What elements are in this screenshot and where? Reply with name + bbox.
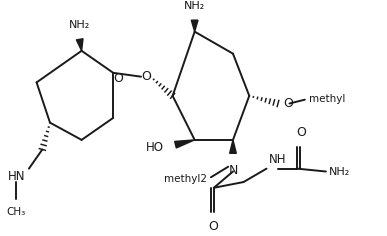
Text: methyl: methyl	[309, 94, 345, 104]
Polygon shape	[229, 140, 236, 153]
Text: methyl2: methyl2	[164, 174, 207, 184]
Text: HO: HO	[146, 141, 164, 154]
Text: O: O	[284, 97, 294, 110]
Text: NH₂: NH₂	[329, 167, 350, 177]
Text: NH₂: NH₂	[69, 20, 90, 30]
Text: O: O	[296, 126, 306, 139]
Text: O: O	[141, 70, 151, 83]
Text: O: O	[208, 220, 218, 233]
Polygon shape	[175, 140, 195, 148]
Polygon shape	[76, 39, 83, 51]
Text: NH₂: NH₂	[184, 0, 205, 11]
Text: NH: NH	[269, 153, 286, 166]
Text: O: O	[113, 72, 123, 85]
Text: CH₃: CH₃	[7, 207, 26, 217]
Text: N: N	[229, 164, 239, 177]
Text: HN: HN	[8, 170, 25, 183]
Polygon shape	[191, 20, 198, 32]
